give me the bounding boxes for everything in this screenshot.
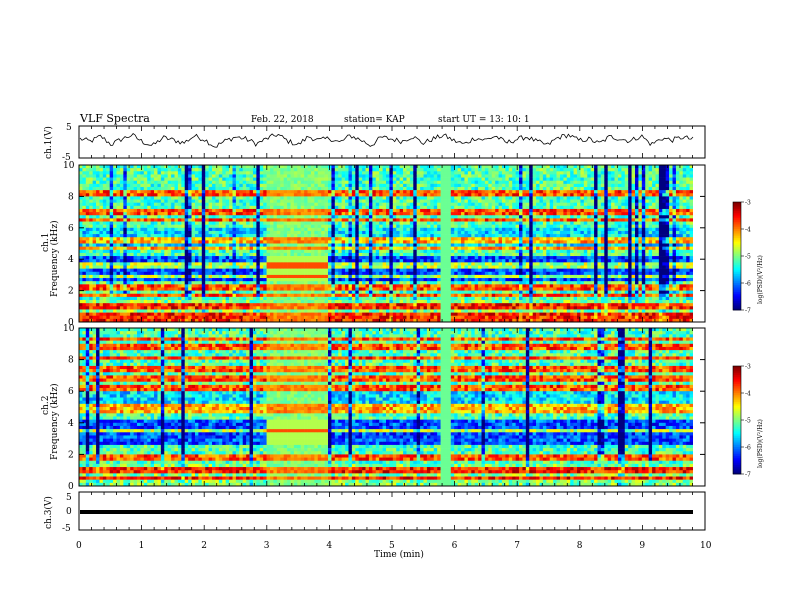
ch3-ytick-top: 5 [66,493,72,503]
date-label: Feb. 22, 2018 [251,115,314,125]
ch3-waveform-panel: 5 0 -5 ch.3(V) [43,491,706,534]
ch2-colorbar-tick: -7 [745,472,751,479]
ch1-spec-ytick-label: 6 [68,224,74,234]
ch2-colorbar-label: log(PSD)(V²/Hz) [757,419,764,468]
ch1-spec-ytick-label: 0 [68,318,74,328]
ch2-spec-ytick-label: 4 [68,419,74,429]
ch3-ytick-bottom: -5 [62,524,71,534]
time-tick-label: 2 [201,541,207,551]
ch2-spec-label-line1: ch.2 [41,396,51,415]
ch1-colorbar-label: log(PSD)(V²/Hz) [757,255,764,304]
time-axis-label: Time (min) [374,549,424,560]
ch2-colorbar-tick: -3 [745,364,751,371]
ch1-colorbar-tick: -6 [745,281,751,288]
time-tick-label: 8 [577,541,583,551]
time-axis: 0 1 2 3 4 5 6 7 8 9 10 [76,541,712,551]
ch1-colorbar: -3 -4 -5 -6 -7 log(PSD)(V²/Hz) [732,200,764,315]
ch1-ytick-top: 5 [66,123,72,133]
time-tick-label: 3 [264,541,270,551]
ch2-spec-ytick-label: 8 [68,356,74,366]
ch3-ytick-mid: 0 [66,507,72,517]
ch1-waveform-panel: 5 -5 ch.1(V) [43,123,706,163]
ch1-spectrogram-panel: 0 2 4 6 8 10 ch.1 Frequency (kHz) [41,161,706,328]
ch1-spectrogram-image [79,165,705,323]
panel-ticks [78,126,706,530]
ch2-spec-ytick-label: 0 [68,482,74,492]
ch2-colorbar-tick: -6 [745,445,751,452]
ch1-colorbar-tick: -7 [745,308,751,315]
ch2-spectrogram-panel: 0 2 4 6 8 10 ch.2 Frequency (kHz) [41,324,706,492]
ch3-ylabel: ch.3(V) [43,496,54,529]
ch2-spec-ylabel: Frequency (kHz) [49,383,60,460]
ch2-colorbar-tick: -4 [745,391,751,398]
figure-title: VLF Spectra [79,112,150,125]
ch1-ylabel: ch.1(V) [43,126,54,159]
ch1-spec-ytick-label: 4 [68,255,74,265]
time-tick-label: 4 [326,541,332,551]
time-tick-label: 5 [389,541,395,551]
ch1-colorbar-tick: -5 [745,254,751,261]
ch1-ytick-bottom: -5 [62,153,71,163]
ch1-waveform-line [79,133,694,148]
ch2-colorbar-tick: -5 [745,418,751,425]
time-tick-label: 7 [514,541,520,551]
ch1-colorbar-tick: -3 [745,200,751,207]
time-tick-label: 9 [639,541,645,551]
ch1-spec-ytick-label: 2 [68,287,74,297]
ch1-spec-ylabel: Frequency (kHz) [49,220,60,297]
start-time-label: start UT = 13: 10: 1 [438,115,530,125]
time-tick-label: 1 [139,541,145,551]
ch2-colorbar: -3 -4 -5 -6 -7 log(PSD)(V²/Hz) [732,364,764,479]
ch1-colorbar-tick: -4 [745,227,751,234]
ch2-spec-ytick-label: 10 [63,324,75,334]
ch1-spec-ytick-label: 10 [63,161,75,171]
ch1-spec-ytick-label: 8 [68,192,74,202]
time-tick-label: 6 [452,541,458,551]
time-tick-label: 10 [700,541,712,551]
station-label: station= KAP [344,115,405,125]
time-tick-label: 0 [76,541,82,551]
ch2-spec-ytick-label: 6 [68,387,74,397]
ch1-spec-label-line1: ch.1 [41,233,51,252]
ch2-spectrogram-image [79,328,705,487]
ch2-spec-ytick-label: 2 [68,450,74,460]
